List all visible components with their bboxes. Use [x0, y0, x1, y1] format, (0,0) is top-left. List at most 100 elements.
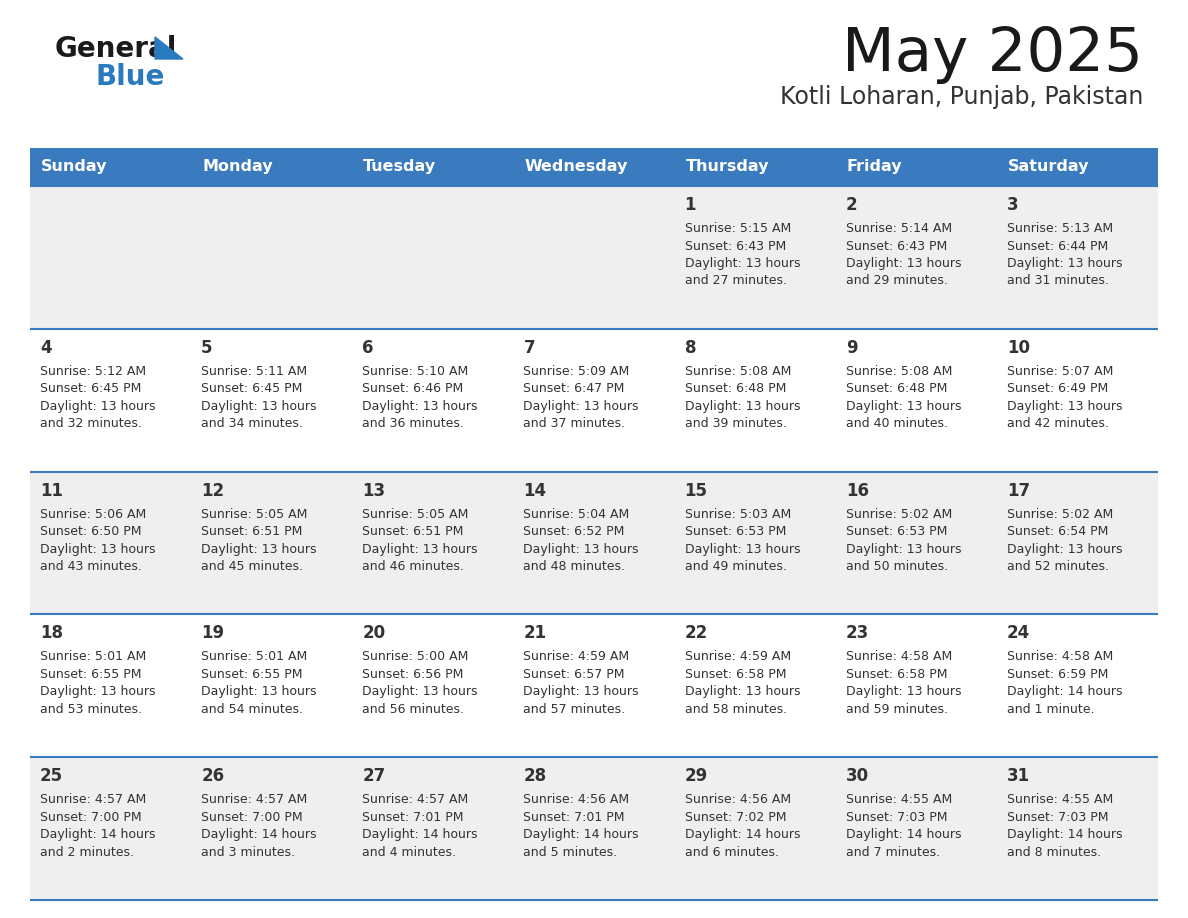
Text: and 34 minutes.: and 34 minutes. [201, 418, 303, 431]
Text: Sunrise: 5:07 AM: Sunrise: 5:07 AM [1007, 364, 1113, 378]
Text: Blue: Blue [95, 63, 164, 91]
Text: and 53 minutes.: and 53 minutes. [40, 703, 143, 716]
Text: 3: 3 [1007, 196, 1018, 214]
Text: and 32 minutes.: and 32 minutes. [40, 418, 141, 431]
Text: 30: 30 [846, 767, 868, 785]
Text: Kotli Loharan, Punjab, Pakistan: Kotli Loharan, Punjab, Pakistan [779, 85, 1143, 109]
Text: and 52 minutes.: and 52 minutes. [1007, 560, 1108, 573]
Text: Daylight: 14 hours: Daylight: 14 hours [524, 828, 639, 841]
Text: Sunrise: 4:55 AM: Sunrise: 4:55 AM [1007, 793, 1113, 806]
Text: 11: 11 [40, 482, 63, 499]
Text: Daylight: 13 hours: Daylight: 13 hours [362, 543, 478, 555]
Text: and 58 minutes.: and 58 minutes. [684, 703, 786, 716]
Text: May 2025: May 2025 [842, 25, 1143, 84]
Text: and 6 minutes.: and 6 minutes. [684, 845, 778, 858]
Text: 19: 19 [201, 624, 225, 643]
Bar [30, 148, 191, 186]
Text: 5: 5 [201, 339, 213, 357]
Bar [997, 148, 1158, 186]
Text: 21: 21 [524, 624, 546, 643]
Text: and 4 minutes.: and 4 minutes. [362, 845, 456, 858]
Text: Sunset: 6:44 PM: Sunset: 6:44 PM [1007, 240, 1108, 252]
Text: Thursday: Thursday [685, 160, 769, 174]
Text: 16: 16 [846, 482, 868, 499]
Text: Daylight: 14 hours: Daylight: 14 hours [846, 828, 961, 841]
Text: Sunrise: 5:15 AM: Sunrise: 5:15 AM [684, 222, 791, 235]
Text: and 37 minutes.: and 37 minutes. [524, 418, 625, 431]
Text: Sunrise: 5:00 AM: Sunrise: 5:00 AM [362, 650, 468, 664]
Text: Daylight: 13 hours: Daylight: 13 hours [362, 400, 478, 413]
Text: Sunset: 7:03 PM: Sunset: 7:03 PM [1007, 811, 1108, 823]
Text: 23: 23 [846, 624, 868, 643]
Text: Daylight: 13 hours: Daylight: 13 hours [40, 543, 156, 555]
Text: Sunrise: 5:03 AM: Sunrise: 5:03 AM [684, 508, 791, 521]
Text: Daylight: 13 hours: Daylight: 13 hours [524, 543, 639, 555]
Text: and 42 minutes.: and 42 minutes. [1007, 418, 1108, 431]
Text: Sunrise: 5:10 AM: Sunrise: 5:10 AM [362, 364, 468, 378]
Text: Sunset: 6:46 PM: Sunset: 6:46 PM [362, 382, 463, 396]
Text: Daylight: 13 hours: Daylight: 13 hours [40, 686, 156, 699]
Bar [191, 148, 353, 186]
Text: Sunset: 6:43 PM: Sunset: 6:43 PM [684, 240, 785, 252]
Text: Sunrise: 4:59 AM: Sunrise: 4:59 AM [524, 650, 630, 664]
Text: 7: 7 [524, 339, 535, 357]
Text: 4: 4 [40, 339, 51, 357]
Text: and 29 minutes.: and 29 minutes. [846, 274, 948, 287]
Text: Sunset: 6:55 PM: Sunset: 6:55 PM [40, 668, 141, 681]
Text: Daylight: 13 hours: Daylight: 13 hours [1007, 400, 1123, 413]
Text: and 40 minutes.: and 40 minutes. [846, 418, 948, 431]
Bar [675, 148, 835, 186]
Text: Sunset: 6:45 PM: Sunset: 6:45 PM [201, 382, 303, 396]
Text: Sunset: 6:43 PM: Sunset: 6:43 PM [846, 240, 947, 252]
Polygon shape [154, 37, 183, 59]
Text: Daylight: 13 hours: Daylight: 13 hours [684, 400, 800, 413]
Text: 13: 13 [362, 482, 385, 499]
Text: Tuesday: Tuesday [364, 160, 436, 174]
Text: 1: 1 [684, 196, 696, 214]
Text: 15: 15 [684, 482, 708, 499]
Text: Daylight: 14 hours: Daylight: 14 hours [201, 828, 317, 841]
Text: Sunset: 7:00 PM: Sunset: 7:00 PM [201, 811, 303, 823]
Text: Sunset: 6:52 PM: Sunset: 6:52 PM [524, 525, 625, 538]
Text: 25: 25 [40, 767, 63, 785]
Text: Sunset: 6:51 PM: Sunset: 6:51 PM [201, 525, 303, 538]
Text: Sunset: 6:55 PM: Sunset: 6:55 PM [201, 668, 303, 681]
Bar [513, 148, 675, 186]
Text: Sunrise: 5:05 AM: Sunrise: 5:05 AM [362, 508, 468, 521]
Text: and 59 minutes.: and 59 minutes. [846, 703, 948, 716]
Text: Daylight: 13 hours: Daylight: 13 hours [684, 686, 800, 699]
Text: and 2 minutes.: and 2 minutes. [40, 845, 134, 858]
Text: Daylight: 14 hours: Daylight: 14 hours [684, 828, 800, 841]
Text: Friday: Friday [847, 160, 903, 174]
Text: and 48 minutes.: and 48 minutes. [524, 560, 625, 573]
Bar [835, 148, 997, 186]
Text: and 27 minutes.: and 27 minutes. [684, 274, 786, 287]
Text: and 39 minutes.: and 39 minutes. [684, 418, 786, 431]
Text: Sunset: 7:01 PM: Sunset: 7:01 PM [524, 811, 625, 823]
Text: Daylight: 14 hours: Daylight: 14 hours [362, 828, 478, 841]
Text: 2: 2 [846, 196, 858, 214]
Text: Daylight: 13 hours: Daylight: 13 hours [201, 686, 317, 699]
Text: Daylight: 13 hours: Daylight: 13 hours [524, 400, 639, 413]
Text: Wednesday: Wednesday [524, 160, 627, 174]
Text: 6: 6 [362, 339, 374, 357]
Text: Sunset: 6:58 PM: Sunset: 6:58 PM [684, 668, 786, 681]
Text: and 56 minutes.: and 56 minutes. [362, 703, 465, 716]
Text: Sunrise: 5:01 AM: Sunrise: 5:01 AM [201, 650, 308, 664]
Text: Daylight: 13 hours: Daylight: 13 hours [846, 686, 961, 699]
Text: and 5 minutes.: and 5 minutes. [524, 845, 618, 858]
Text: Sunrise: 5:01 AM: Sunrise: 5:01 AM [40, 650, 146, 664]
Text: Sunset: 6:54 PM: Sunset: 6:54 PM [1007, 525, 1108, 538]
Text: Sunset: 7:02 PM: Sunset: 7:02 PM [684, 811, 786, 823]
Text: Sunrise: 5:02 AM: Sunrise: 5:02 AM [846, 508, 952, 521]
Text: Sunset: 6:48 PM: Sunset: 6:48 PM [846, 382, 947, 396]
Text: Sunset: 6:47 PM: Sunset: 6:47 PM [524, 382, 625, 396]
Text: Daylight: 14 hours: Daylight: 14 hours [40, 828, 156, 841]
Text: Sunrise: 5:05 AM: Sunrise: 5:05 AM [201, 508, 308, 521]
Text: Daylight: 13 hours: Daylight: 13 hours [201, 543, 317, 555]
Text: Sunrise: 5:09 AM: Sunrise: 5:09 AM [524, 364, 630, 378]
Text: 22: 22 [684, 624, 708, 643]
Text: Sunset: 7:01 PM: Sunset: 7:01 PM [362, 811, 463, 823]
Text: and 54 minutes.: and 54 minutes. [201, 703, 303, 716]
Text: Sunset: 6:51 PM: Sunset: 6:51 PM [362, 525, 463, 538]
